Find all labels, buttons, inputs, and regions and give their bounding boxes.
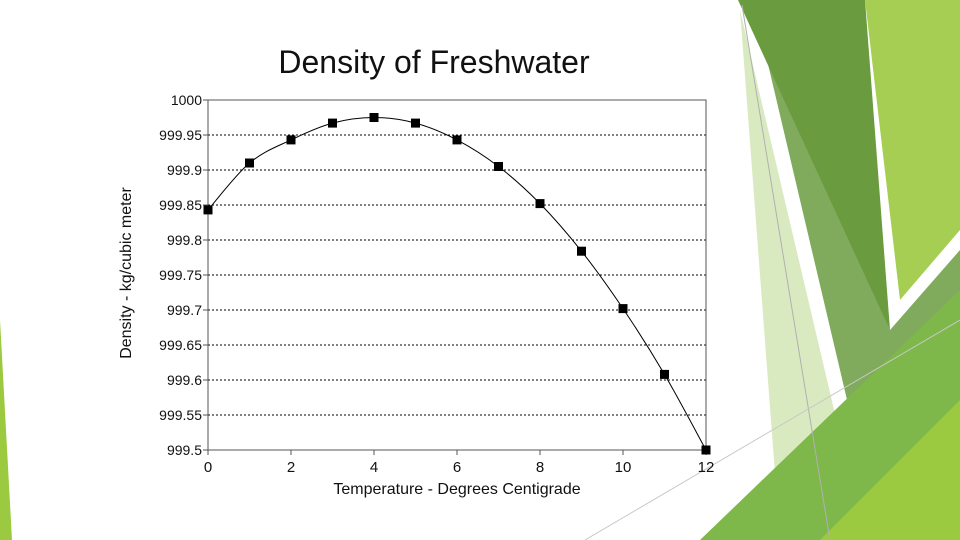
data-point-marker bbox=[701, 445, 711, 455]
data-point-marker bbox=[286, 135, 296, 145]
data-point-marker bbox=[618, 304, 628, 314]
data-point-marker bbox=[411, 118, 420, 128]
top-right-light-band bbox=[865, 0, 960, 300]
gridlines bbox=[208, 134, 706, 416]
y-tick-label: 999.95 bbox=[159, 127, 202, 143]
y-tick-label: 999.75 bbox=[159, 267, 202, 283]
y-tick-label: 999.55 bbox=[159, 407, 202, 423]
left-edge-triangle bbox=[0, 320, 12, 540]
thin-decorative-line-2 bbox=[584, 319, 960, 540]
y-tick-label: 999.8 bbox=[167, 232, 202, 248]
x-tick-label: 2 bbox=[287, 459, 295, 476]
x-axis-label: Temperature - Degrees Centigrade bbox=[333, 481, 580, 498]
data-point-marker bbox=[577, 246, 586, 256]
x-tick-label: 10 bbox=[615, 459, 632, 476]
x-tick-label: 8 bbox=[536, 459, 544, 476]
density-series-line bbox=[207, 116, 707, 451]
thin-decorative-line-1 bbox=[741, 4, 831, 540]
data-point-marker bbox=[660, 369, 669, 379]
right-pale-wedge bbox=[740, 10, 860, 540]
data-point-marker bbox=[245, 158, 254, 168]
data-point-marker bbox=[494, 162, 503, 171]
data-markers bbox=[203, 113, 711, 455]
y-tick-label: 999.9 bbox=[167, 162, 202, 178]
y-tick-label: 999.7 bbox=[167, 302, 202, 318]
y-tick-label: 1000 bbox=[171, 92, 202, 108]
y-tick-label: 999.85 bbox=[159, 197, 202, 213]
x-tick-label: 12 bbox=[698, 459, 715, 476]
x-tick-label: 6 bbox=[453, 459, 461, 476]
data-point-marker bbox=[535, 199, 545, 209]
x-axis-ticks: 0 2 4 6 8 10 12 bbox=[204, 450, 715, 476]
data-point-marker bbox=[369, 113, 379, 122]
data-point-marker bbox=[328, 118, 337, 128]
y-tick-label: 999.6 bbox=[167, 372, 202, 388]
y-axis-label: Density - kg/cubic meter bbox=[118, 187, 135, 359]
data-point-marker bbox=[452, 135, 462, 145]
y-tick-label: 999.65 bbox=[159, 337, 202, 353]
data-point-marker bbox=[203, 205, 213, 215]
bottom-right-bright bbox=[820, 400, 960, 540]
x-tick-label: 0 bbox=[204, 459, 212, 476]
y-tick-label: 999.5 bbox=[167, 442, 202, 458]
chart-title: Density of Freshwater bbox=[278, 44, 590, 80]
x-tick-label: 4 bbox=[370, 459, 378, 476]
y-axis-ticks: 1000 999.95 999.9 999.85 999.8 999.75 999.7 999… bbox=[159, 92, 208, 458]
